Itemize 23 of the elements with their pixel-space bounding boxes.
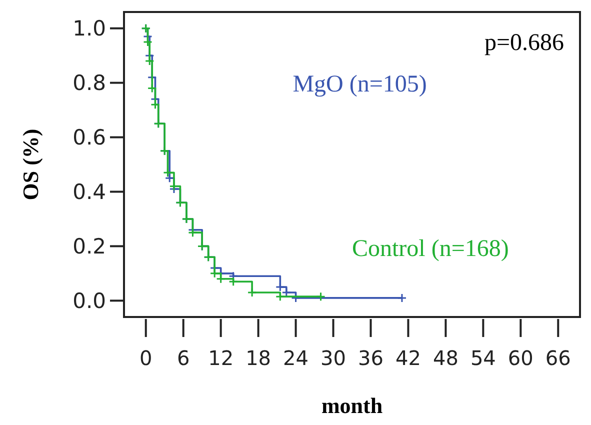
- x-tick-label: 66: [545, 346, 571, 370]
- x-axis-title: month: [321, 393, 383, 418]
- x-tick-label: 60: [508, 346, 534, 370]
- x-tick-label: 36: [358, 346, 384, 370]
- series-label: Control (n=168): [352, 236, 509, 262]
- y-tick-label: 0.0: [72, 289, 106, 314]
- x-tick-label: 12: [208, 346, 234, 370]
- x-tick-label: 42: [395, 346, 421, 370]
- y-tick-label: 0.4: [72, 180, 106, 204]
- x-tick-label: 18: [246, 346, 272, 370]
- y-tick-label: 0.8: [72, 71, 106, 96]
- y-tick-label: 1.0: [72, 16, 106, 41]
- y-tick-label: 0.6: [72, 126, 106, 150]
- x-tick-label: 24: [283, 346, 309, 370]
- x-tick-label: 48: [432, 346, 458, 370]
- y-tick-label: 0.2: [72, 234, 106, 259]
- x-tick-label: 54: [470, 346, 496, 370]
- x-tick-label: 30: [320, 346, 346, 370]
- y-axis-title: OS (%): [18, 128, 43, 200]
- x-tick-label: 0: [139, 346, 152, 370]
- annotation: p=0.686: [484, 30, 564, 56]
- text: MgO (n=105): [292, 71, 427, 98]
- x-tick-label: 6: [176, 346, 190, 370]
